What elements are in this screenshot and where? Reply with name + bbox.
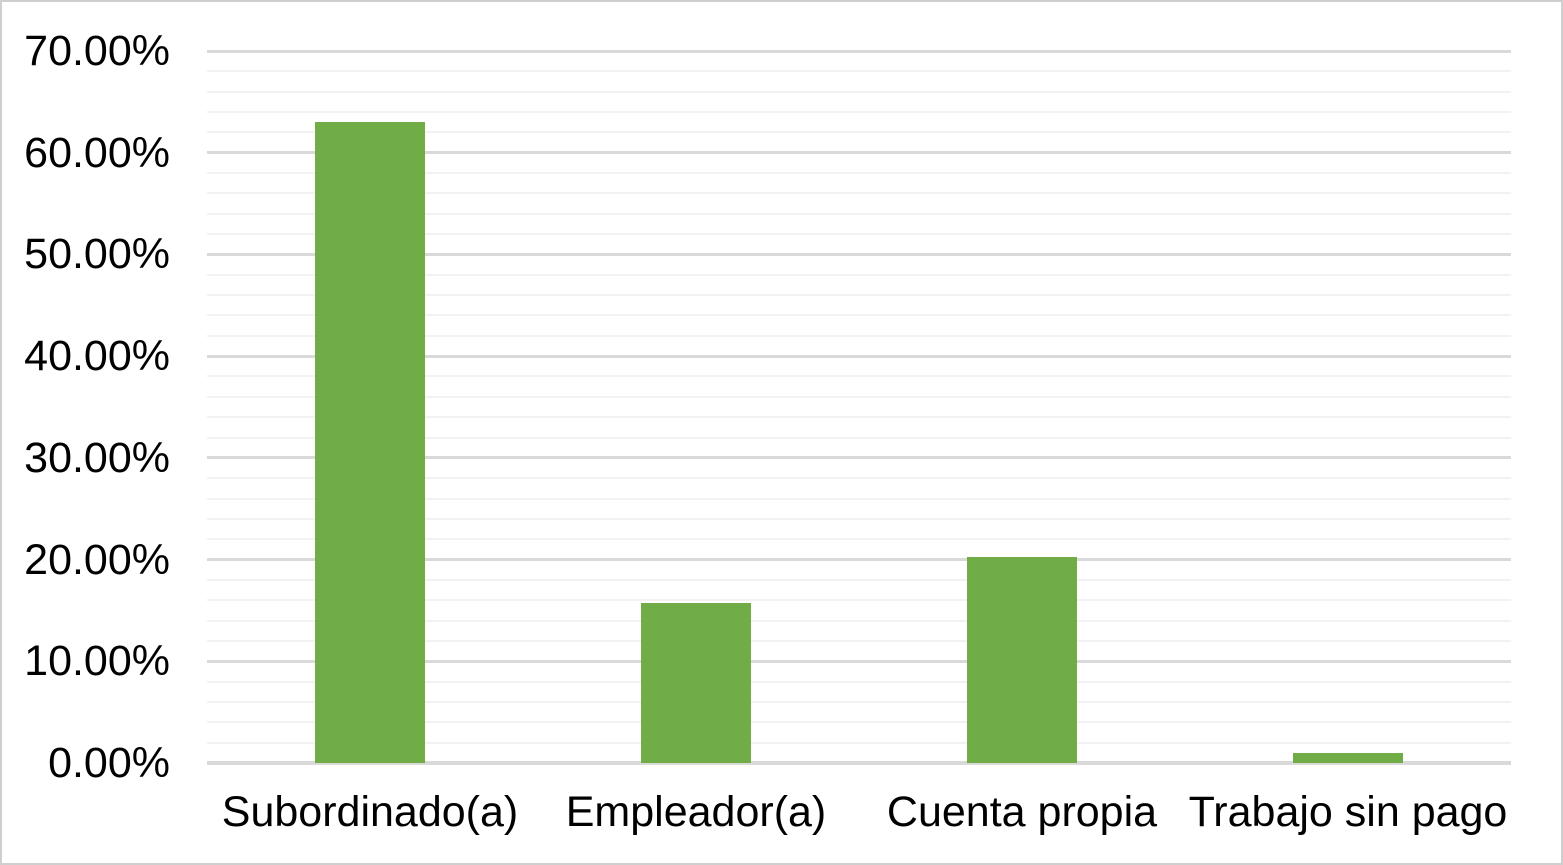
- y-tick-label-60-00: 60.00%: [24, 128, 170, 177]
- minor-gridline-16: [207, 599, 1511, 602]
- minor-gridline-32: [207, 436, 1511, 439]
- bar-trabajo-sin-pago: [1293, 752, 1403, 763]
- minor-gridline-12: [207, 639, 1511, 642]
- x-category-label-trabajo-sin-pago: Trabajo sin pago: [1188, 788, 1508, 836]
- minor-gridline-46: [207, 294, 1511, 297]
- minor-gridline-38: [207, 375, 1511, 378]
- y-tick-label-20-00: 20.00%: [24, 535, 170, 584]
- x-category-label-cuenta-propia: Cuenta propia: [886, 788, 1158, 836]
- minor-gridline-62: [207, 131, 1511, 134]
- minor-gridline-14: [207, 619, 1511, 622]
- minor-gridline-22: [207, 538, 1511, 541]
- major-gridline-30: [207, 456, 1511, 460]
- minor-gridline-52: [207, 233, 1511, 236]
- minor-gridline-18: [207, 578, 1511, 581]
- major-gridline-70: [207, 49, 1511, 53]
- y-tick-label-50-00: 50.00%: [24, 230, 170, 279]
- minor-gridline-68: [207, 70, 1511, 73]
- minor-gridline-4: [207, 721, 1511, 724]
- y-tick-label-70-00: 70.00%: [24, 27, 170, 75]
- minor-gridline-66: [207, 90, 1511, 93]
- major-gridline-20: [207, 558, 1511, 562]
- minor-gridline-36: [207, 395, 1511, 398]
- minor-gridline-8: [207, 680, 1511, 683]
- minor-gridline-28: [207, 477, 1511, 480]
- major-gridline-10: [207, 659, 1511, 663]
- minor-gridline-6: [207, 700, 1511, 703]
- minor-gridline-54: [207, 212, 1511, 215]
- x-axis-line: [207, 761, 1511, 765]
- minor-gridline-24: [207, 517, 1511, 520]
- y-tick-label-40-00: 40.00%: [24, 332, 170, 381]
- minor-gridline-34: [207, 416, 1511, 419]
- minor-gridline-42: [207, 334, 1511, 337]
- bar-cuenta-propia: [967, 556, 1077, 763]
- major-gridline-50: [207, 252, 1511, 256]
- minor-gridline-26: [207, 497, 1511, 500]
- minor-gridline-48: [207, 273, 1511, 276]
- minor-gridline-2: [207, 741, 1511, 744]
- minor-gridline-64: [207, 111, 1511, 114]
- y-tick-label-30-00: 30.00%: [24, 433, 170, 482]
- bar-empleador-a: [641, 603, 751, 763]
- y-tick-label-10-00: 10.00%: [24, 637, 170, 686]
- y-tick-label-0-00: 0.00%: [48, 739, 170, 787]
- minor-gridline-58: [207, 172, 1511, 175]
- major-gridline-40: [207, 354, 1511, 358]
- x-category-label-subordinado-a: Subordinado(a): [221, 788, 519, 836]
- plot-area: [207, 49, 1511, 765]
- major-gridline-60: [207, 151, 1511, 155]
- minor-gridline-56: [207, 192, 1511, 195]
- bar-subordinado-a: [315, 122, 425, 763]
- minor-gridline-44: [207, 314, 1511, 317]
- x-category-label-empleador-a: Empleador(a): [565, 788, 827, 836]
